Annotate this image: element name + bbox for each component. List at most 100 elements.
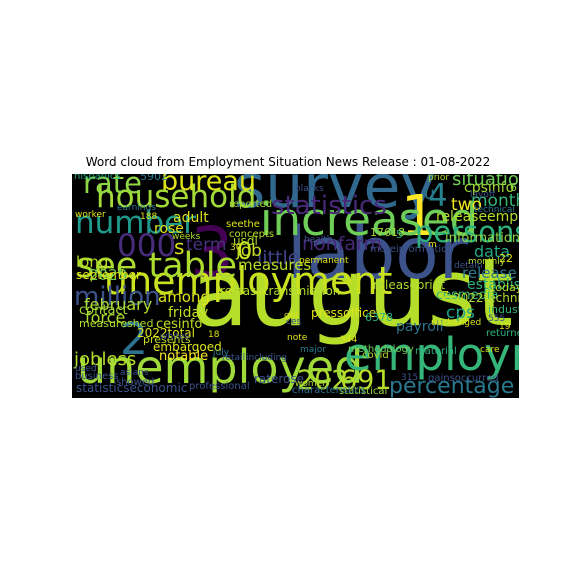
word-persons: persons <box>415 215 519 249</box>
word-000: 000 <box>117 228 176 264</box>
word-july: july <box>212 348 230 358</box>
word-percentage-point: percentage point <box>389 374 519 398</box>
word-establishment: establishment <box>467 277 519 293</box>
word-raterose: raterose <box>254 372 304 386</box>
word-202: 202 <box>297 365 349 396</box>
word-555: 555 <box>488 314 505 324</box>
word-weeks: weeks <box>172 232 201 242</box>
word-among: among <box>158 288 210 306</box>
word-business: business <box>75 371 119 382</box>
word-rose: rose <box>154 221 184 237</box>
word-3: 3 <box>190 213 234 293</box>
word-monthly: monthly <box>468 257 506 267</box>
word-release: release <box>462 264 517 282</box>
word-5: 5 <box>396 228 403 241</box>
word-measureshed: measureshed <box>79 317 153 330</box>
word-cesinfo: cesinfo <box>156 317 202 332</box>
chart-title: Word cloud from Employment Situation New… <box>85 155 491 169</box>
word-2: 2 <box>120 314 148 365</box>
word-2022total: 2022total <box>137 326 195 340</box>
word-earnings: earnings <box>117 203 156 213</box>
word-statistics: statistics <box>271 191 387 221</box>
word-bureau: bureau <box>161 174 256 197</box>
word-february: february <box>84 295 152 314</box>
word-women: women <box>295 379 328 389</box>
word-0: 0 <box>237 237 252 265</box>
word-see-table: see table <box>76 246 237 286</box>
word-layoff: layoff <box>470 190 496 200</box>
word-job: job <box>235 241 262 261</box>
word-month: month <box>471 191 519 211</box>
word-gainsoccurred: gainsoccurred <box>428 373 499 384</box>
word-august: august <box>191 239 513 348</box>
word-rate: rate <box>83 174 142 200</box>
word-1: 1 <box>401 184 437 249</box>
word-notable: notable <box>159 349 208 364</box>
word-information: information <box>445 231 519 246</box>
word-19: 19 <box>499 322 511 332</box>
word-covid: covid <box>362 350 389 361</box>
word-17618: 17618 <box>370 226 405 239</box>
word-whites: whites <box>160 332 190 342</box>
word-nonfarm: nonfarm <box>302 233 382 255</box>
word-unemployed: unemployed <box>77 340 363 394</box>
word-cpsinfo: cpsinfo <box>464 180 514 196</box>
word-increased: increased <box>260 193 478 246</box>
word-two: two <box>451 195 482 215</box>
word-cps: cps <box>446 303 475 323</box>
word-188: 188 <box>140 212 157 222</box>
word-used: used <box>75 364 97 374</box>
word-employment: employment <box>344 328 519 381</box>
word-worker: worker <box>75 210 106 220</box>
word-statistical: statistical <box>339 386 387 397</box>
word-22: 22 <box>499 252 513 265</box>
word-today: today <box>491 281 519 294</box>
word-moreinformation: moreinformation <box>370 244 454 255</box>
word-5902: 5902 <box>140 174 168 183</box>
word-survey: survey <box>234 174 436 222</box>
word-characteristics: characteristics <box>292 385 365 396</box>
word-pressoffice: pressoffice <box>311 306 376 320</box>
word-statisticseconomic: statisticseconomic <box>76 381 187 395</box>
word-health: health <box>304 235 333 245</box>
word-concepts: concepts <box>229 229 274 240</box>
word-data: data <box>474 242 510 261</box>
word-million: million <box>74 282 161 312</box>
word-measures: measures <box>238 256 311 274</box>
word-releasetransmission: releasetransmission <box>220 284 340 298</box>
word-691: 691 <box>340 365 392 396</box>
word-releaseprint: releaseprint <box>373 278 445 292</box>
word-force: force <box>85 308 125 327</box>
word-including: including <box>246 353 287 363</box>
word-presents: presents <box>143 333 191 346</box>
word-unemployment: unemployment <box>104 259 392 303</box>
word-showed: showed <box>116 377 154 388</box>
word-usdl: usdl <box>233 234 258 248</box>
word-hispanics: hispanics <box>74 174 121 182</box>
word-cesmedia: cesmedia <box>436 288 498 303</box>
word-2020: 2020 <box>89 266 127 284</box>
word-6: 6 <box>510 181 517 194</box>
word-situation: situation <box>452 174 519 190</box>
word-industry: industry <box>488 303 519 316</box>
word-18: 18 <box>208 330 220 340</box>
word-professional: professional <box>189 381 250 392</box>
word-7: 7 <box>442 289 449 302</box>
word-term: term <box>186 235 226 255</box>
word-jobless: jobless <box>73 349 136 370</box>
word-embargoed: embargoed <box>153 340 222 354</box>
word-30: 30 <box>230 243 242 253</box>
word-ces: ces <box>286 317 301 327</box>
word-adult: adult <box>173 210 209 226</box>
word-get: get <box>284 311 299 321</box>
word-returned: returned <box>486 328 519 339</box>
word-u: u <box>424 184 435 204</box>
word-material: material <box>415 346 457 357</box>
word-4: 4 <box>428 178 448 214</box>
word-note: note <box>287 333 308 343</box>
word-detain: detain <box>454 261 483 271</box>
word-permanent: permanent <box>299 256 349 266</box>
word-retail: retail <box>222 353 245 363</box>
